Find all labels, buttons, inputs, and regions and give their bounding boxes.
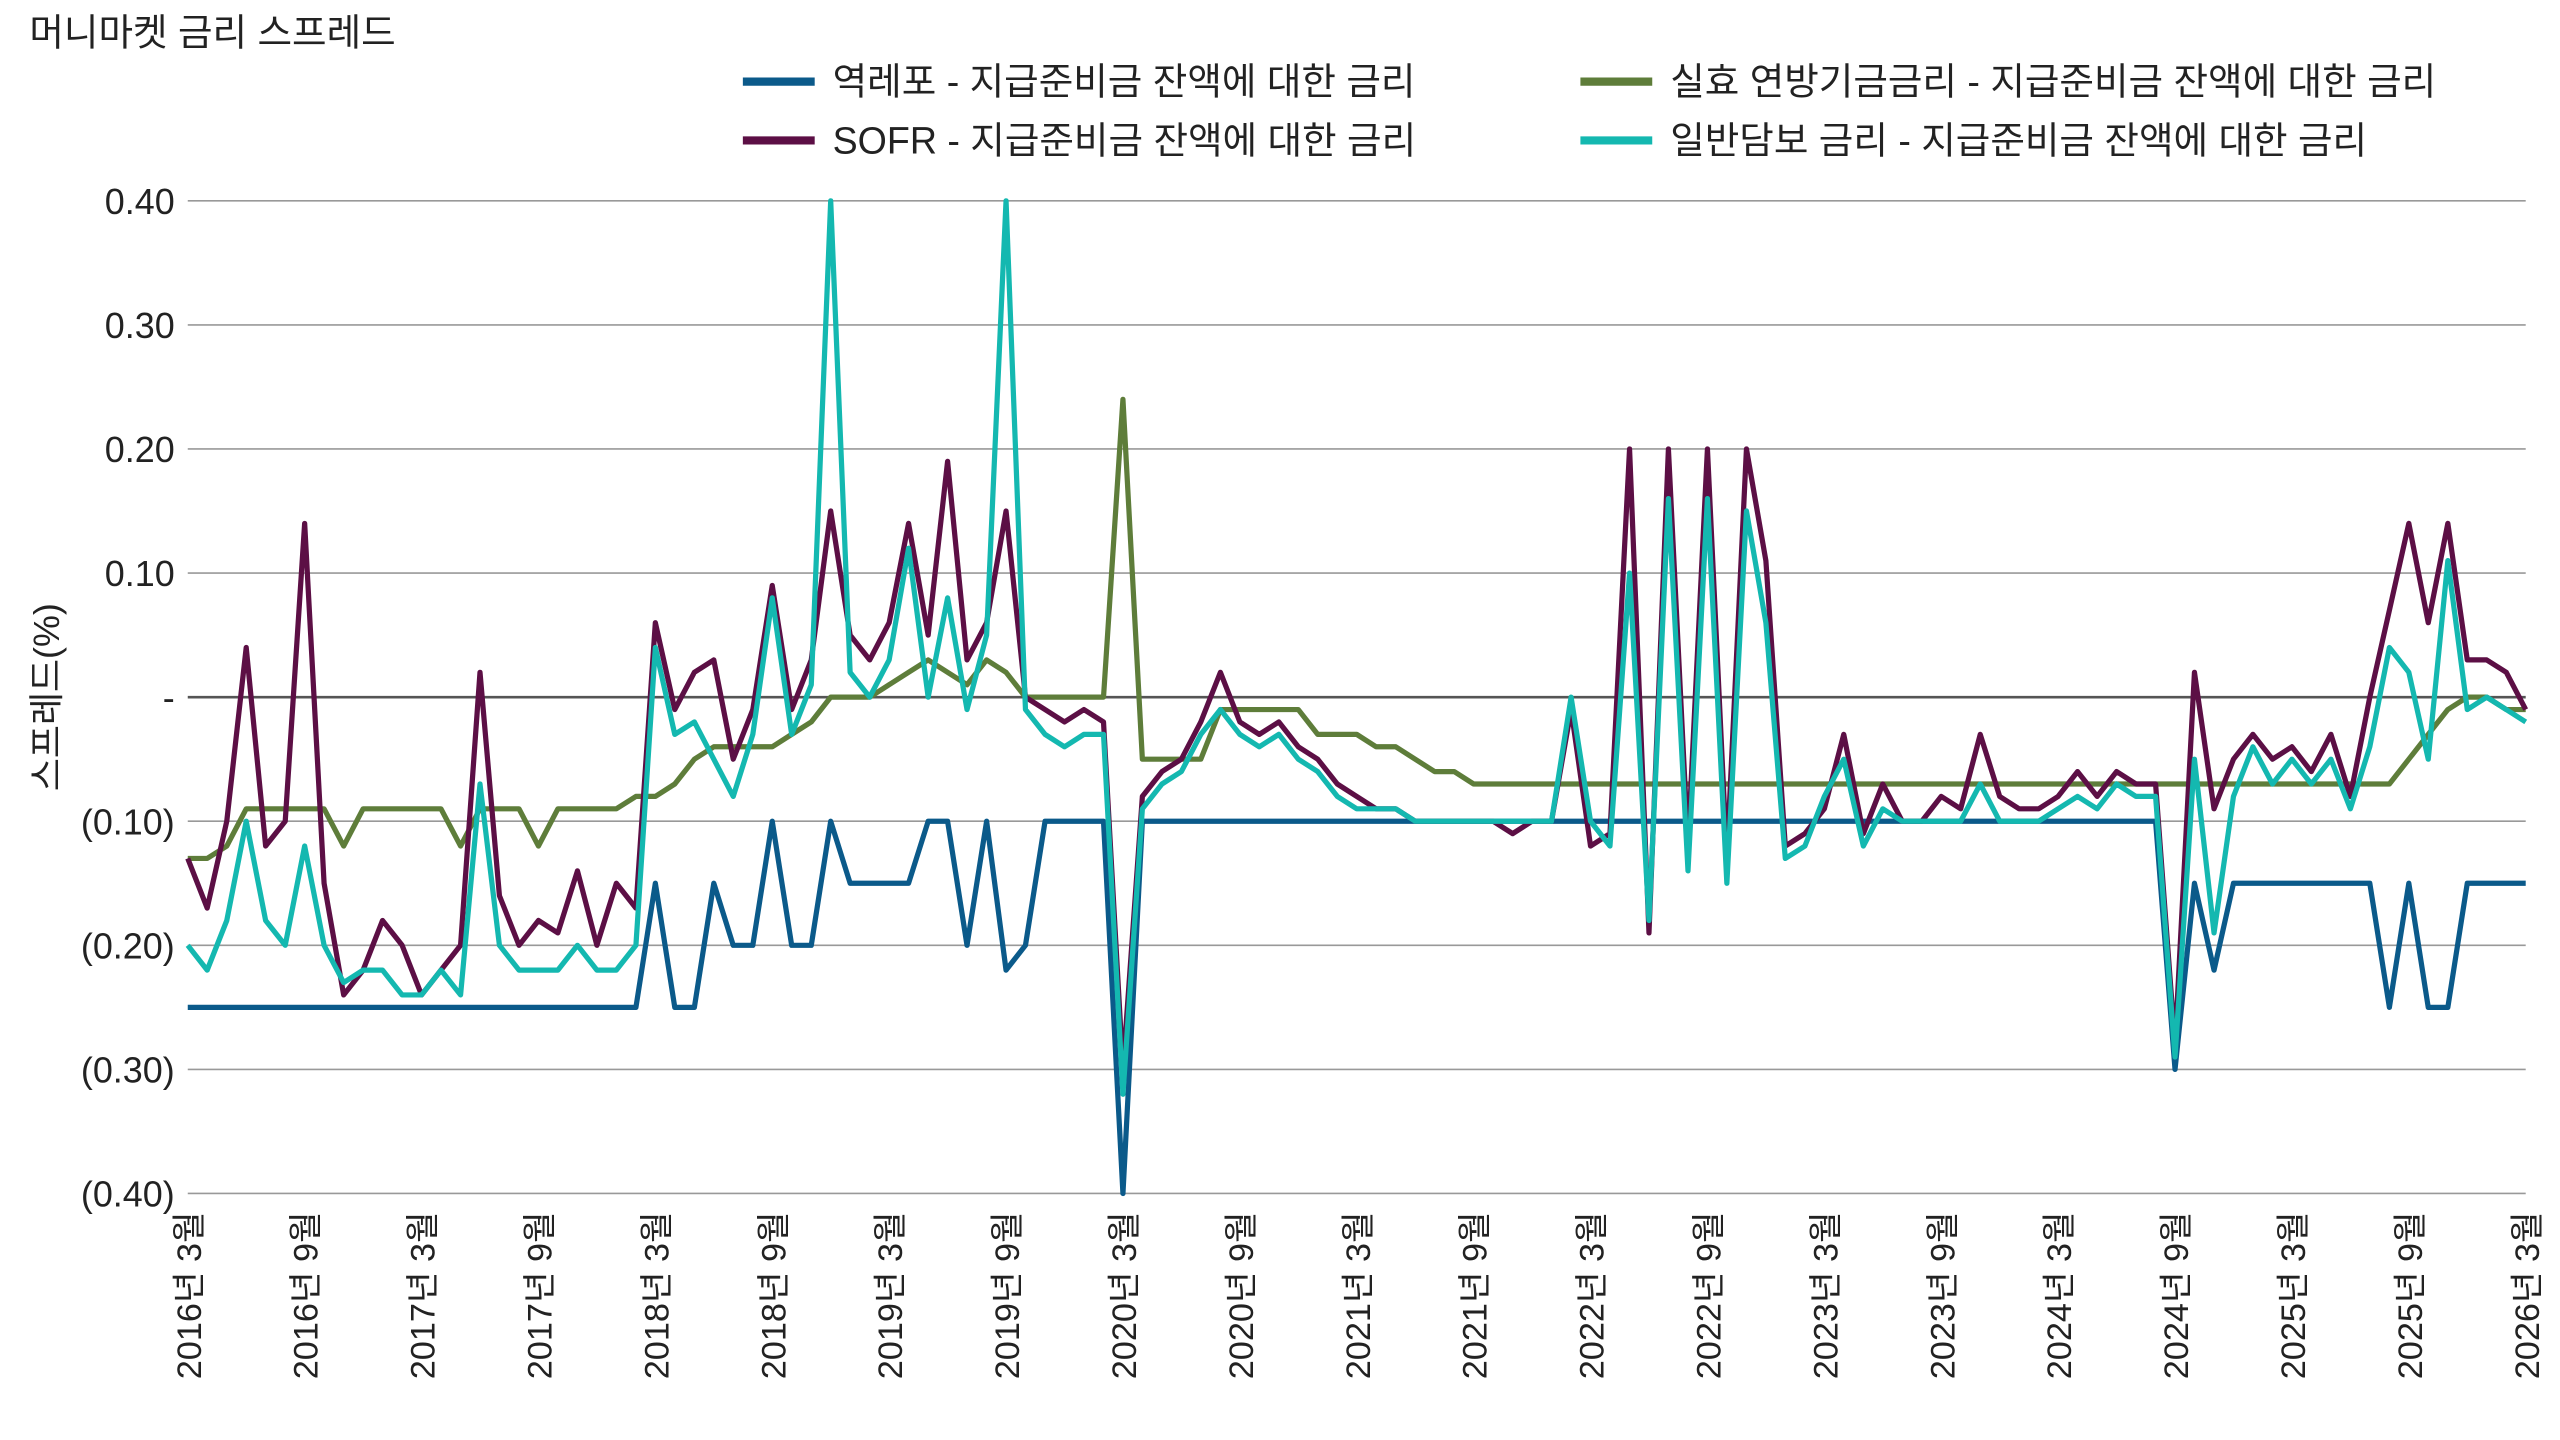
x-tick-label: 2022년 3월 [1574,1211,1612,1379]
chart-title: 머니마켓 금리 스프레드 [29,12,395,54]
x-tick-label: 2025년 9월 [2392,1211,2430,1379]
series-line [187,396,2526,862]
legend-label: 역레포 - 지급준비금 잔액에 대한 금리 [833,61,1416,103]
x-tick-label: 2023년 9월 [1924,1211,1962,1379]
x-tick-label: 2025년 3월 [2275,1211,2313,1379]
y-tick-label: 0.10 [105,553,175,594]
legend-label: 일반담보 금리 - 지급준비금 잔액에 대한 금리 [1670,119,2367,161]
series-line [185,446,2529,1072]
y-tick-label: (0.30) [81,1049,175,1090]
x-tick-label: 2021년 3월 [1340,1211,1378,1379]
x-tick-label: 2021년 9월 [1457,1211,1495,1379]
x-tick-label: 2019년 9월 [989,1211,1027,1379]
x-tick-label: 2024년 9월 [2158,1211,2196,1379]
x-tick-label: 2018년 9월 [755,1211,793,1379]
x-tick-label: 2026년 3월 [2509,1211,2547,1379]
series-line [185,198,2528,1097]
y-tick-label: (0.10) [81,801,175,842]
x-tick-label: 2017년 9월 [522,1211,560,1379]
x-tick-label: 2018년 3월 [638,1211,676,1379]
y-tick-label: 0.30 [105,305,175,346]
x-tick-label: 2019년 3월 [872,1211,910,1379]
y-axis-label: 스프레드(%) [26,603,67,791]
x-tick-label: 2024년 3월 [2041,1211,2079,1379]
y-tick-label: (0.40) [81,1174,175,1215]
x-tick-label: 2017년 3월 [405,1211,443,1379]
x-tick-label: 2016년 9월 [288,1211,326,1379]
y-tick-label: 0.20 [105,429,175,470]
series-line [187,818,2526,1197]
legend-label: SOFR - 지급준비금 잔액에 대한 금리 [833,119,1416,161]
x-tick-label: 2020년 9월 [1223,1211,1261,1379]
y-tick-label: 0.40 [105,181,175,222]
x-tick-label: 2016년 3월 [171,1211,209,1379]
x-tick-label: 2020년 3월 [1106,1211,1144,1379]
y-tick-label: - [163,677,175,718]
legend-label: 실효 연방기금금리 - 지급준비금 잔액에 대한 금리 [1670,61,2436,103]
y-tick-label: (0.20) [81,925,175,966]
x-tick-label: 2023년 3월 [1807,1211,1845,1379]
x-tick-label: 2022년 9월 [1690,1211,1728,1379]
